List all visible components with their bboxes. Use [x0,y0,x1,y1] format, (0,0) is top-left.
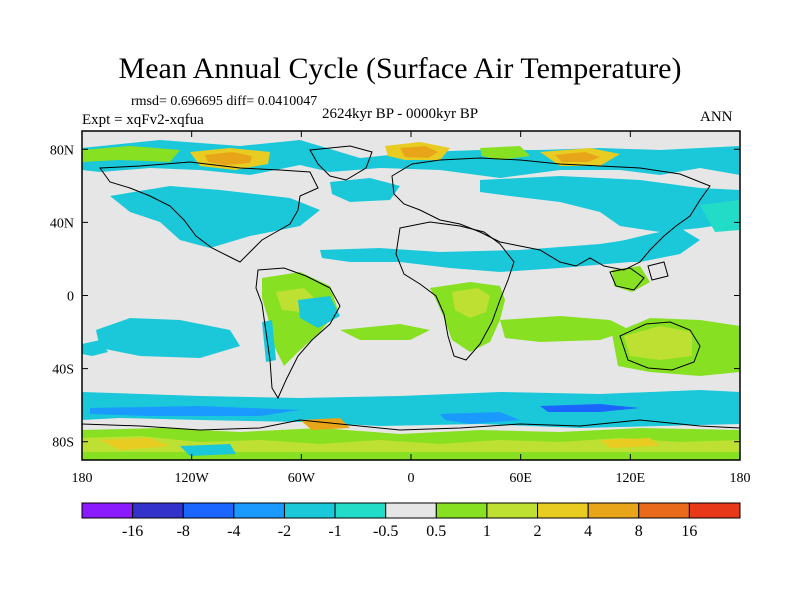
rmsd-diff-stats: rmsd= 0.696695 diff= 0.0410047 [131,94,318,109]
north-asia-cyan-region [480,176,740,232]
colorbar-swatch [132,502,184,519]
colorbar-swatch [233,502,285,519]
axis-ticks: 180 120W 60W 0 60E 120E 180 80N 40N 0 40S 80S [50,131,751,486]
lon-tick-label: 180 [730,471,751,486]
east-asia-cyan-patch [600,228,700,262]
colorbar-swatch [587,502,640,519]
colorbar-label: 0.5 [426,523,446,540]
colorbar-label: -16 [122,523,143,540]
lat-tick-label: 80S [52,436,74,451]
lon-tick-label: 120E [616,471,646,486]
colorbar-swatch [537,502,589,519]
east-siberia-green-patch [480,146,530,160]
lat-tick-label: 40N [50,216,74,231]
colorbar-swatch [638,502,690,519]
antarctica-yellow-green-band [82,436,740,452]
lon-tick-label: 60E [509,471,532,486]
lat-tick-label: 40S [52,363,74,378]
colorbar-label: -4 [227,523,240,540]
colorbar-label: -1 [328,523,341,540]
indian-ocean-green-region [500,316,630,342]
colorbar-label: 16 [681,523,697,540]
coastline-australia [619,321,701,371]
antarctica-cyan-patch [180,444,236,456]
north-america-cyan-region [110,186,320,248]
lon-tick-label: 120W [175,471,210,486]
lat-tick-label: 0 [67,290,74,305]
season-label: ANN [700,109,733,125]
coastline-maritime-continent [609,261,669,291]
amazon-cyan-patch [298,296,340,328]
australia-yellow-green-patch [624,326,692,360]
antarctica-yellow-patch [100,438,170,450]
lon-tick-label: 60W [288,471,316,486]
southern-ocean-cyan-band [82,390,740,428]
southern-ocean-blue-streak [90,406,300,416]
atlantic-green-streak [340,324,430,340]
north-atlantic-cyan-patch [330,178,400,202]
coastline-africa [395,221,515,361]
colorbar-label: -8 [177,523,190,540]
colorbar-swatch [688,502,741,519]
colorbar-label: -2 [278,523,291,540]
southern-ocean-dark-blue-streak [540,404,640,412]
colorbar-swatch [435,502,488,519]
antarctica-warm-patch-east [600,438,660,448]
colorbar-swatch [385,502,437,519]
maritime-continent-green-patch [612,266,650,292]
siberia-hot-patch [555,152,600,162]
coastline-greenland [309,145,373,181]
south-pacific-cyan-patch [82,340,108,356]
arctic-green-patch [82,146,180,162]
colorbar-swatch [486,502,539,519]
colorbar-swatch [334,502,387,519]
north-canada-hot-patch [205,152,252,165]
coastlines [82,145,740,431]
colorbar-label: 4 [584,523,592,540]
colorbar-label: 1 [483,523,491,540]
coastline-north-america [99,161,319,263]
experiment-label: Expt = xqFv2-xqfua [82,112,204,128]
period-label: 2624kyr BP - 0000kyr BP [321,106,479,122]
barents-hot-patch [400,146,438,158]
coastline-eurasia [391,157,711,271]
colorbar-swatch [182,502,235,519]
colorbar-swatch [283,502,336,519]
coastline-antarctica [82,419,740,431]
africa-yellow-green-patch [452,288,490,318]
colorbar: -16 -8 -4 -2 -1 -0.5 0.5 1 2 4 8 16 [81,502,741,540]
lon-tick-label: 0 [408,471,415,486]
tropical-band-cyan-region [320,238,660,272]
west-pacific-teal-patch [700,200,740,232]
lat-tick-label: 80N [50,143,74,158]
colorbar-label: 2 [534,523,542,540]
southern-ocean-blue-patch [440,412,520,424]
colorbar-swatch [81,502,134,519]
colorbar-label: -0.5 [373,523,398,540]
lon-tick-label: 180 [72,471,93,486]
tropical-pacific-cyan-region [96,318,240,358]
colorbar-label: 8 [635,523,643,540]
chart-title: Mean Annual Cycle (Surface Air Temperatu… [118,52,682,85]
coastline-south-america [255,267,341,400]
